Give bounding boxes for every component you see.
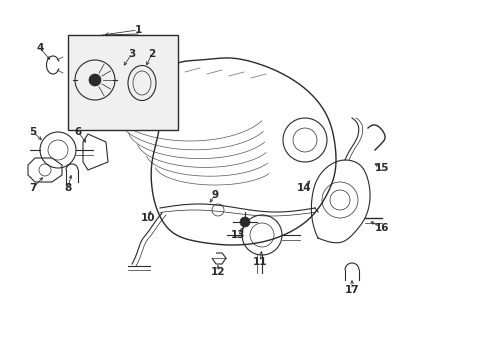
Text: 12: 12 [210,267,225,277]
Text: 1: 1 [134,25,142,35]
Text: 14: 14 [296,183,311,193]
Text: 4: 4 [36,43,43,53]
Text: 6: 6 [74,127,81,137]
Text: 11: 11 [252,257,267,267]
Text: 16: 16 [374,223,388,233]
Bar [68,35,178,130]
Text: 15: 15 [374,163,388,173]
Text: 2: 2 [148,49,155,59]
Text: 8: 8 [64,183,71,193]
Text: 7: 7 [29,183,37,193]
Text: 13: 13 [230,230,245,240]
Text: 5: 5 [29,127,37,137]
Text: 9: 9 [211,190,218,200]
Text: 10: 10 [141,213,155,223]
Circle shape [89,74,101,86]
Text: 3: 3 [128,49,135,59]
Circle shape [240,217,249,227]
Text: 17: 17 [344,285,359,295]
